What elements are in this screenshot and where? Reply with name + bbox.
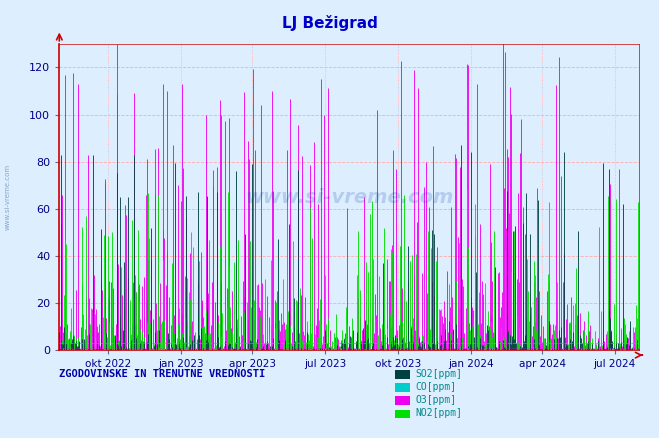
Text: LJ Bežigrad: LJ Bežigrad [281, 15, 378, 32]
Text: NO2[ppm]: NO2[ppm] [415, 409, 462, 418]
Text: SO2[ppm]: SO2[ppm] [415, 369, 462, 379]
Text: ZGODOVINSKE IN TRENUTNE VREDNOSTI: ZGODOVINSKE IN TRENUTNE VREDNOSTI [59, 369, 266, 379]
Text: O3[ppm]: O3[ppm] [415, 396, 456, 405]
Text: CO[ppm]: CO[ppm] [415, 382, 456, 392]
Text: www.si-vreme.com: www.si-vreme.com [245, 187, 453, 207]
Text: www.si-vreme.com: www.si-vreme.com [5, 164, 11, 230]
